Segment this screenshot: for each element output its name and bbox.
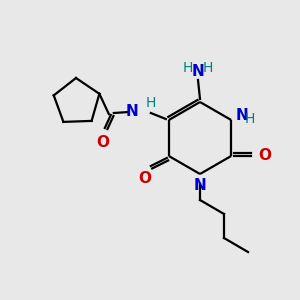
- Text: O: O: [96, 135, 109, 150]
- Text: H: H: [203, 61, 213, 75]
- Text: N: N: [192, 64, 204, 80]
- Text: O: O: [258, 148, 271, 164]
- Text: O: O: [138, 171, 151, 186]
- Text: H: H: [244, 112, 255, 126]
- Text: H: H: [146, 96, 156, 110]
- Text: N: N: [126, 104, 139, 119]
- Text: H: H: [183, 61, 193, 75]
- Text: N: N: [235, 109, 248, 124]
- Text: N: N: [194, 178, 206, 193]
